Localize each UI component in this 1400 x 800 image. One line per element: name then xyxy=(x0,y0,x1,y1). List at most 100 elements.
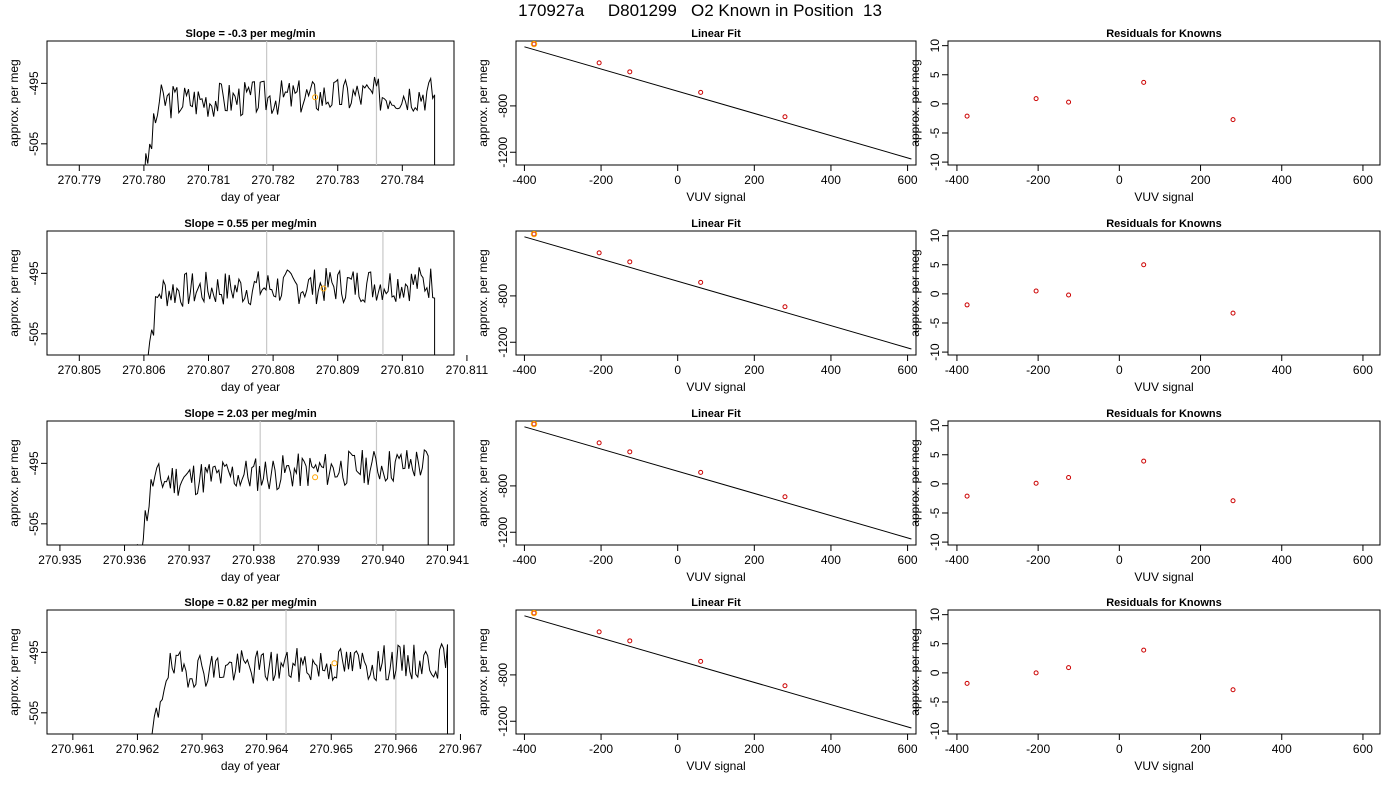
residual-point xyxy=(1141,647,1147,653)
highlight-point xyxy=(530,421,538,428)
x-tick-label: 270.809 xyxy=(316,363,360,377)
x-tick-label: 400 xyxy=(821,363,841,377)
y-axis-label: approx. per meg xyxy=(476,249,490,336)
residual-point xyxy=(1230,117,1236,123)
plot-frame xyxy=(947,609,1381,735)
y-tick-label: 10 xyxy=(928,229,942,243)
x-tick-label: 270.779 xyxy=(58,173,102,187)
x-tick-label: 600 xyxy=(898,363,918,377)
x-tick-label: -200 xyxy=(1026,363,1050,377)
y-tick-label: 5 xyxy=(928,261,942,268)
plot-data-area xyxy=(136,421,429,545)
x-tick-label: 0 xyxy=(1116,173,1123,187)
plot-frame xyxy=(515,609,917,735)
y-axis-label: approx. per meg xyxy=(908,439,922,526)
y-tick-label: -10 xyxy=(928,533,942,551)
residual-point xyxy=(1230,687,1236,693)
x-tick-label: -200 xyxy=(1026,553,1050,567)
x-tick-label: 200 xyxy=(744,363,764,377)
y-tick-label: 0 xyxy=(928,669,942,676)
data-point xyxy=(531,610,537,616)
plot-frame xyxy=(947,420,1381,546)
panel-title: Residuals for Knowns xyxy=(1106,408,1222,420)
panel-time-series-row-3: Slope = 2.03 per meg/min 270.935 270.936 27… xyxy=(7,408,470,584)
plot-data-area xyxy=(524,231,912,350)
panel-title: Slope = 2.03 per meg/min xyxy=(184,408,317,420)
plot-frame xyxy=(46,420,455,546)
data-point xyxy=(596,60,602,66)
panel-title: Linear Fit xyxy=(691,28,741,40)
x-tick-label: 200 xyxy=(1191,742,1211,756)
y-tick-label: 10 xyxy=(928,39,942,53)
x-tick-label: 600 xyxy=(898,553,918,567)
plot-data-area xyxy=(964,458,1236,504)
plot-data-area xyxy=(964,262,1236,316)
data-point xyxy=(596,440,602,446)
y-axis-label: approx. per meg xyxy=(7,439,21,526)
plot-frame xyxy=(515,420,917,546)
x-tick-label: 270.965 xyxy=(310,742,354,756)
y-tick-label: -5 xyxy=(928,507,942,518)
trace-line xyxy=(136,449,429,545)
plot-frame xyxy=(46,230,455,356)
panel-residuals-row-1: Residuals for Knowns -400 -200 0 200 400 600 10… xyxy=(908,28,1381,204)
residual-point xyxy=(1230,310,1236,316)
x-tick-label: -400 xyxy=(945,742,969,756)
y-tick-label: -10 xyxy=(928,343,942,361)
x-tick-label: 200 xyxy=(1191,553,1211,567)
y-tick-label: -1200 xyxy=(496,706,510,737)
residual-point xyxy=(1066,292,1072,298)
x-tick-label: 270.964 xyxy=(245,742,289,756)
panel-title: Slope = 0.55 per meg/min xyxy=(184,218,317,230)
y-tick-label: -505 xyxy=(27,512,41,536)
data-point xyxy=(627,259,633,265)
x-tick-label: 270.808 xyxy=(251,363,295,377)
panel-residuals-row-3: Residuals for Knowns -400 -200 0 200 400 600 10… xyxy=(908,408,1381,584)
residual-point xyxy=(964,493,970,499)
y-tick-label: 0 xyxy=(928,100,942,107)
x-tick-label: 600 xyxy=(1353,173,1373,187)
plot-frame xyxy=(515,230,917,356)
y-tick-label: -495 xyxy=(27,451,41,475)
data-point xyxy=(531,231,537,237)
x-tick-label: 200 xyxy=(744,742,764,756)
y-tick-label: -505 xyxy=(27,322,41,346)
panel-title: Linear Fit xyxy=(691,408,741,420)
x-tick-label: 270.784 xyxy=(381,173,425,187)
x-tick-label: 270.961 xyxy=(51,742,95,756)
x-tick-label: -400 xyxy=(945,173,969,187)
panel-title: Linear Fit xyxy=(691,597,741,609)
x-tick-label: 270.807 xyxy=(187,363,231,377)
residual-point xyxy=(1033,288,1039,294)
x-tick-label: -400 xyxy=(945,553,969,567)
panel-title: Residuals for Knowns xyxy=(1106,218,1222,230)
data-point xyxy=(782,304,788,310)
x-tick-label: -200 xyxy=(589,553,613,567)
x-tick-label: 0 xyxy=(1116,742,1123,756)
plot-data-area xyxy=(147,231,436,355)
x-tick-label: 400 xyxy=(821,173,841,187)
x-tick-label: 0 xyxy=(674,173,681,187)
x-tick-label: 200 xyxy=(744,553,764,567)
x-axis-label: day of year xyxy=(221,570,280,584)
y-tick-label: -10 xyxy=(928,153,942,171)
panel-title: Residuals for Knowns xyxy=(1106,597,1222,609)
x-tick-label: 0 xyxy=(1116,553,1123,567)
y-tick-label: -800 xyxy=(496,474,510,498)
data-point xyxy=(627,638,633,644)
plot-frame xyxy=(947,40,1381,166)
y-tick-label: -495 xyxy=(27,71,41,95)
x-tick-label: 400 xyxy=(1272,363,1292,377)
y-tick-label: 10 xyxy=(928,608,942,622)
highlight-point xyxy=(320,285,327,292)
highlight-point xyxy=(312,474,319,481)
x-tick-label: 600 xyxy=(1353,742,1373,756)
residual-point xyxy=(1066,665,1072,671)
plot-data-area xyxy=(144,41,436,165)
x-tick-label: 270.783 xyxy=(316,173,360,187)
x-tick-label: 0 xyxy=(674,742,681,756)
y-axis-label: approx. per meg xyxy=(7,249,21,336)
x-tick-label: -200 xyxy=(589,363,613,377)
